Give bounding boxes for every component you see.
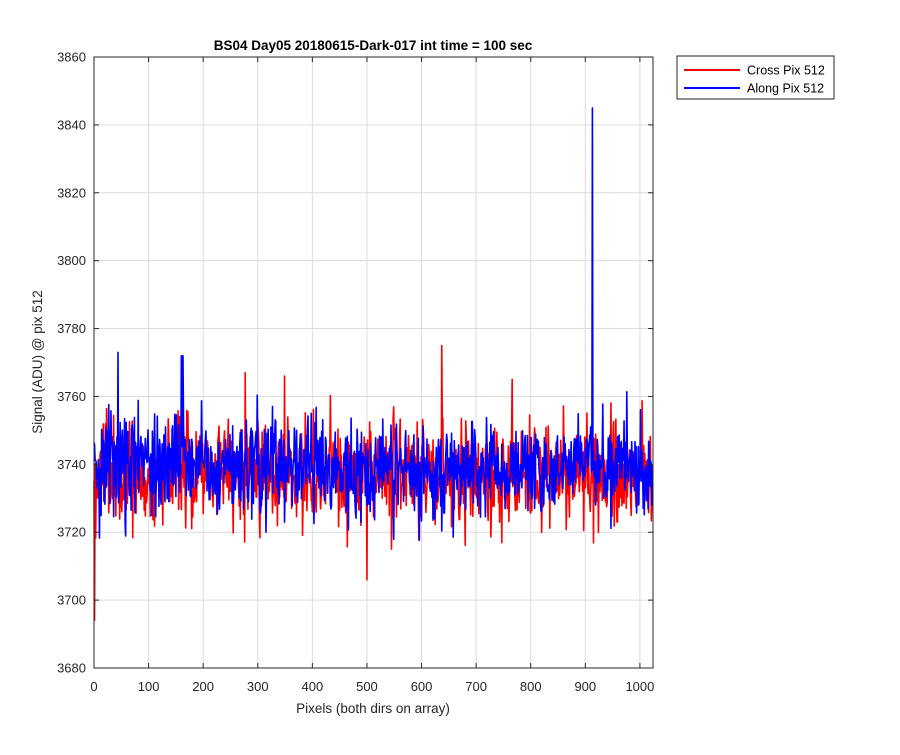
y-tick-label: 3800 <box>57 253 86 268</box>
x-axis-label: Pixels (both dirs on array) <box>296 701 450 716</box>
y-tick-label: 3860 <box>57 50 86 65</box>
x-tick-label: 100 <box>138 679 160 694</box>
y-tick-label: 3840 <box>57 117 86 132</box>
x-tick-label: 500 <box>356 679 378 694</box>
axes-box <box>93 56 654 669</box>
chart-title: BS04 Day05 20180615-Dark-017 int time = … <box>214 38 533 53</box>
x-tick-label: 1000 <box>625 679 654 694</box>
y-tick-label: 3760 <box>57 389 86 404</box>
x-tick-label: 800 <box>520 679 542 694</box>
legend-label-along: Along Pix 512 <box>747 82 824 96</box>
y-axis-label: Signal (ADU) @ pix 512 <box>30 290 45 434</box>
y-tick-label: 3700 <box>57 593 86 608</box>
legend: Cross Pix 512 Along Pix 512 <box>676 55 835 100</box>
x-tick-label: 300 <box>247 679 269 694</box>
axes-background <box>94 57 653 668</box>
x-tick-label: 600 <box>411 679 433 694</box>
y-tick-label: 3740 <box>57 457 86 472</box>
y-tick-label: 3820 <box>57 185 86 200</box>
x-tick-label: 200 <box>192 679 214 694</box>
ticks: 0 100 200 300 400 500 600 700 800 900 1000 3680 3700… <box>57 50 654 695</box>
series-line-along-pix-512 <box>93 107 654 542</box>
legend-label-cross: Cross Pix 512 <box>747 64 825 78</box>
x-tick-label: 700 <box>465 679 487 694</box>
y-tick-label: 3720 <box>57 525 86 540</box>
x-tick-label: 900 <box>574 679 596 694</box>
y-tick-label: 3680 <box>57 661 86 676</box>
y-tick-label: 3780 <box>57 321 86 336</box>
series-lines <box>93 107 654 622</box>
legend-box <box>676 55 835 100</box>
x-tick-label: 400 <box>302 679 324 694</box>
x-tick-label: 0 <box>90 679 97 694</box>
